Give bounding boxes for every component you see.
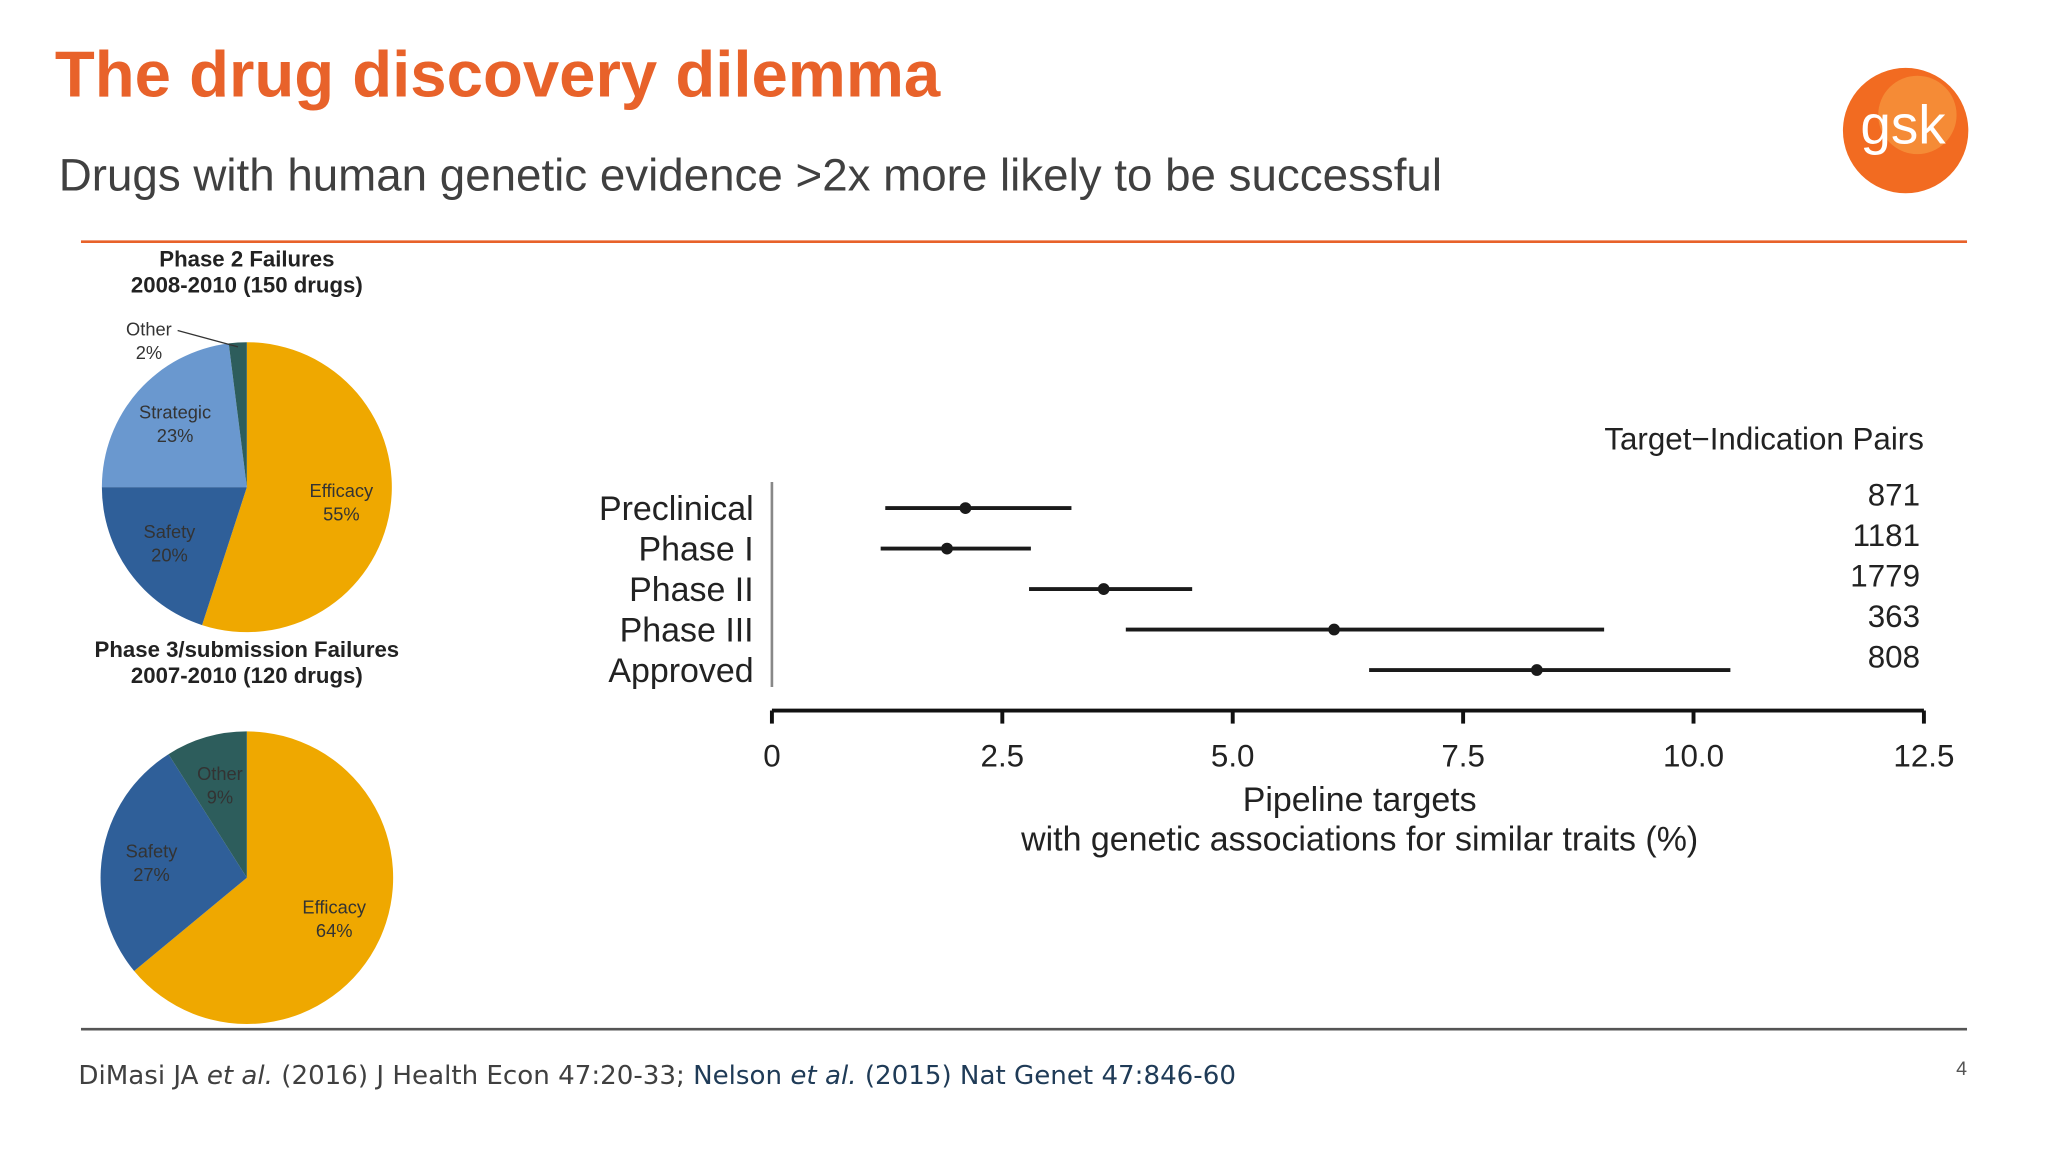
pairs-title: Target−Indication Pairs [1604, 421, 1924, 456]
logo-highlight [1878, 75, 1957, 155]
logo-text: gsk [1860, 94, 1946, 156]
slice-value-label: 55% [323, 503, 360, 524]
slice-value-label: 9% [207, 786, 233, 807]
x-axis-label: with genetic associations for similar tr… [1020, 820, 1698, 858]
pie-slice [101, 487, 247, 626]
pie-slice [202, 342, 392, 633]
page-number: 4 [1956, 1058, 1967, 1080]
x-tick-label: 12.5 [1893, 739, 1954, 774]
slide-subtitle: Drugs with human genetic evidence >2x mo… [59, 150, 1442, 201]
slide-title: The drug discovery dilemma [55, 38, 941, 111]
pairs-count: 808 [1868, 639, 1920, 674]
estimate-point [959, 502, 972, 514]
slice-label: Other [126, 319, 172, 340]
x-tick-label: 2.5 [981, 739, 1025, 774]
x-tick-label: 0 [763, 739, 780, 774]
footer-text: DiMasi JA [78, 1061, 206, 1091]
pairs-count: 363 [1868, 599, 1920, 634]
category-label: Preclinical [599, 490, 754, 528]
slice-value-label: 20% [151, 545, 188, 566]
pairs-count: 1779 [1850, 558, 1920, 593]
pie-slice [168, 731, 247, 878]
pairs-count: 871 [1868, 477, 1920, 512]
category-label: Phase III [620, 611, 754, 649]
pie-slice [134, 731, 394, 1024]
slice-label: Strategic [139, 402, 211, 423]
slice-label: Efficacy [310, 480, 374, 501]
category-label: Approved [608, 652, 753, 690]
slice-label: Efficacy [302, 897, 366, 918]
slice-label: Safety [144, 521, 197, 542]
x-tick-label: 10.0 [1663, 739, 1724, 774]
logo: gsk [1842, 67, 1969, 194]
estimate-point [1328, 623, 1340, 636]
pie-title: Phase 3/submission Failures [95, 637, 400, 662]
footer-text: et al. [207, 1061, 273, 1091]
pie-title: Phase 2 Failures [159, 246, 334, 271]
category-label: Phase I [639, 530, 754, 568]
x-tick-label: 5.0 [1211, 739, 1255, 774]
slice-label: Other [197, 763, 243, 784]
estimate-point [1097, 583, 1110, 595]
slice-value-label: 64% [316, 920, 353, 941]
x-tick-label: 7.5 [1441, 739, 1485, 774]
pie-subtitle: 2007-2010 (120 drugs) [131, 663, 363, 688]
x-axis-label: Pipeline targets [1243, 781, 1477, 819]
footer-text: et al. [790, 1061, 856, 1091]
footer-text: (2015) Nat Genet 47:846-60 [857, 1061, 1236, 1091]
slice-value-label: 27% [133, 864, 170, 885]
pie-slice [100, 754, 247, 971]
estimate-point [941, 542, 953, 555]
pie-slice [101, 343, 247, 488]
category-label: Phase II [629, 571, 754, 609]
footer-text: (2016) J Health Econ 47:20-33; [273, 1061, 693, 1091]
estimate-point [1530, 664, 1543, 676]
footer: DiMasi JA et al. (2016) J Health Econ 47… [78, 1061, 1236, 1091]
slice-value-label: 23% [157, 425, 194, 446]
slice-label: Safety [126, 840, 179, 861]
footer-text: Nelson [693, 1061, 790, 1091]
leader-line [177, 329, 239, 348]
slice-value-label: 2% [136, 342, 162, 363]
pie-subtitle: 2008-2010 (150 drugs) [131, 273, 363, 298]
pie-slice [228, 342, 247, 488]
pairs-count: 1181 [1853, 518, 1920, 553]
